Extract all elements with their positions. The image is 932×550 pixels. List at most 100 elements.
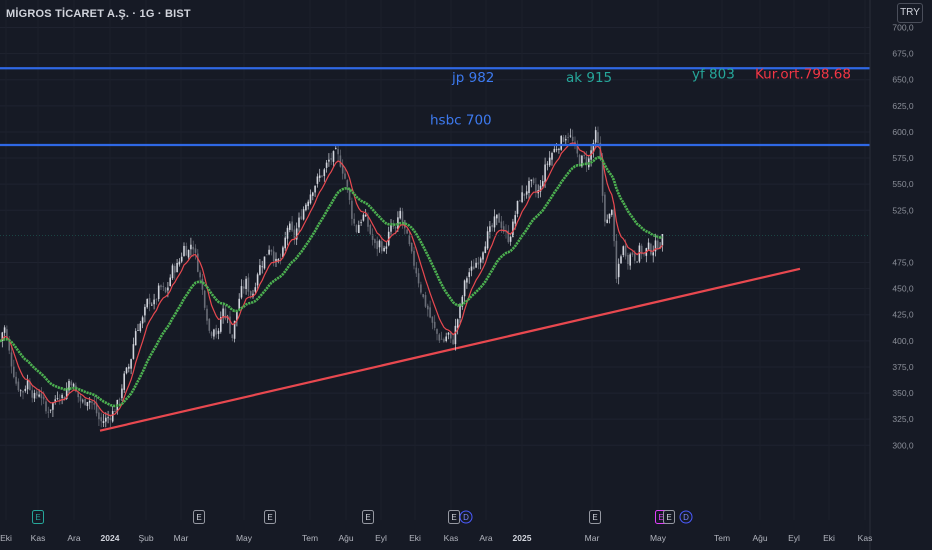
earnings-marker [264, 510, 276, 524]
candle [1, 332, 4, 341]
candle [295, 228, 298, 240]
dividend-marker-label: D [463, 513, 469, 522]
dividend-marker [679, 510, 693, 524]
candle [59, 399, 61, 401]
y-tick-label: 575,0 [892, 153, 914, 163]
candle [47, 411, 50, 413]
moving-averages [0, 142, 663, 417]
y-tick-label: 550,0 [892, 179, 914, 189]
x-tick-label: Mar [585, 533, 600, 543]
candle [585, 156, 588, 166]
candle [410, 242, 413, 252]
candle [479, 258, 482, 263]
y-tick-label: 350,0 [892, 388, 914, 398]
candle [581, 155, 583, 167]
x-tick-label: Ara [479, 533, 493, 543]
earnings-marker-label: E [35, 513, 40, 522]
y-tick-label: 375,0 [892, 362, 914, 372]
candle [100, 417, 102, 422]
candle [406, 229, 408, 234]
candle [401, 211, 404, 222]
candle [565, 139, 567, 141]
candle [489, 226, 491, 232]
candle [125, 367, 128, 374]
candle [243, 286, 245, 289]
annotation-text: Kur.ort.798.68 [755, 67, 851, 83]
candle [567, 137, 569, 139]
candle [307, 201, 309, 207]
candle [309, 194, 312, 204]
candle [171, 265, 174, 279]
candle [463, 280, 466, 297]
candle [178, 261, 181, 265]
candle [157, 285, 160, 300]
candle [521, 192, 523, 203]
candle [337, 149, 339, 155]
candle [38, 394, 40, 397]
candle [362, 214, 365, 221]
y-tick-label: 650,0 [892, 75, 914, 85]
candle [491, 224, 493, 228]
y-axis-bg [870, 0, 932, 550]
candle [305, 204, 307, 211]
candle [312, 192, 314, 196]
candle [141, 317, 144, 324]
candle [328, 159, 330, 162]
candle [162, 286, 165, 288]
candle [238, 298, 240, 310]
currency-button[interactable]: TRY [897, 3, 923, 23]
candle [415, 267, 418, 274]
earnings-marker-label: E [196, 513, 201, 522]
candle [546, 163, 549, 165]
candles [0, 126, 664, 428]
candle [358, 224, 360, 233]
x-tick-label: 2024 [101, 533, 120, 543]
symbol-title: MİGROS TİCARET A.Ş. · 1G · BIST [6, 8, 191, 20]
candle [346, 180, 349, 187]
candle [443, 339, 445, 342]
candle [132, 344, 135, 359]
candle [36, 391, 38, 396]
dividend-marker-label: D [683, 513, 689, 522]
candle [371, 234, 374, 240]
candle [525, 191, 528, 195]
candle [121, 388, 123, 399]
x-tick-label: Eki [0, 533, 12, 543]
candle [266, 254, 268, 256]
candle [604, 194, 606, 222]
candle [652, 252, 654, 256]
candle [390, 224, 392, 232]
candle [22, 390, 24, 393]
candle [624, 245, 627, 257]
candle [137, 330, 139, 331]
candle [256, 274, 259, 286]
candle [192, 246, 194, 250]
candle [569, 135, 572, 137]
candle [360, 222, 362, 224]
x-tick-label: Eki [409, 533, 421, 543]
candle [475, 262, 477, 268]
candle [29, 381, 31, 390]
candle [509, 236, 512, 242]
candle [183, 245, 185, 257]
x-tick-label: Tem [714, 533, 730, 543]
earnings-marker [32, 510, 44, 524]
candle [348, 188, 351, 200]
candle [107, 417, 109, 419]
candle [507, 230, 510, 243]
dividend-marker [459, 510, 473, 524]
candle [440, 338, 443, 340]
candle [482, 252, 484, 260]
candle [408, 235, 411, 245]
candle [210, 332, 213, 336]
candle [535, 184, 537, 193]
candle [484, 246, 487, 254]
candle [279, 257, 282, 259]
x-tick-label: Şub [138, 533, 153, 543]
earnings-marker-label: E [592, 513, 597, 522]
candle [431, 316, 434, 323]
x-tick-label: Mar [174, 533, 189, 543]
support-trendline [99, 267, 801, 432]
